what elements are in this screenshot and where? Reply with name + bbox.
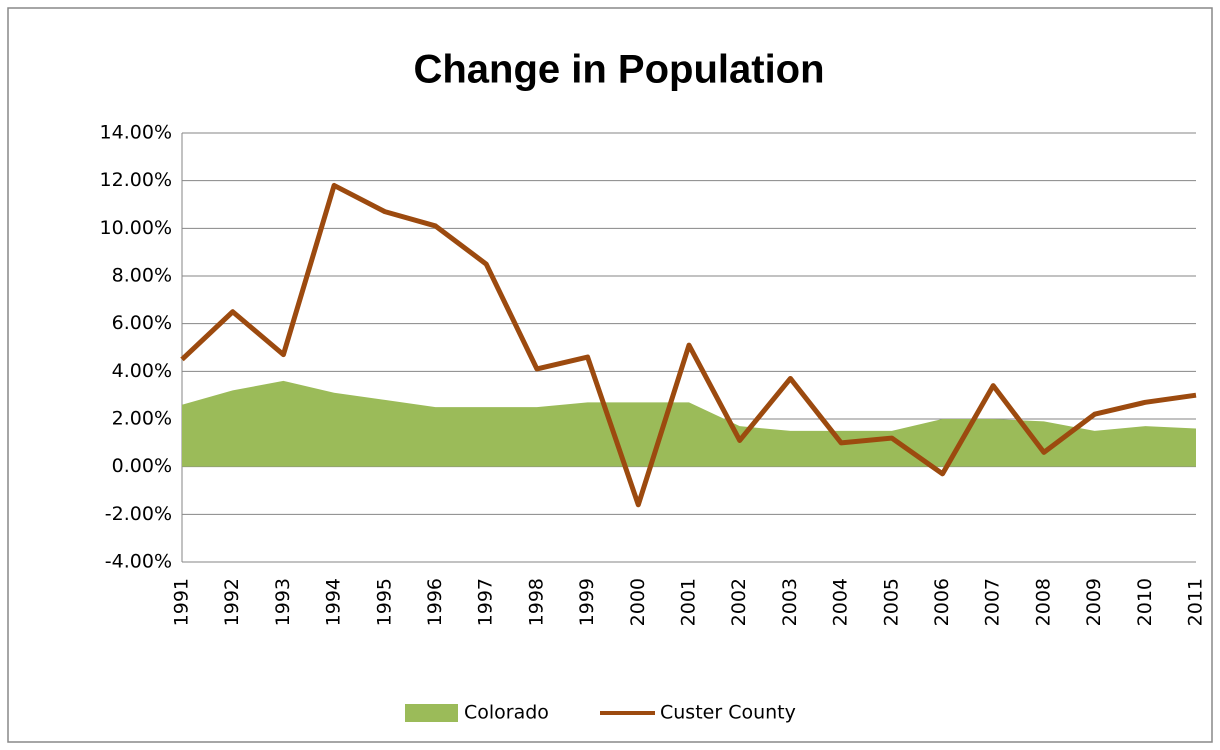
x-tick-label: 1996: [424, 578, 446, 626]
y-tick-label: 12.00%: [100, 169, 172, 191]
x-tick-label: 2003: [779, 578, 801, 626]
y-tick-label: -4.00%: [105, 551, 172, 573]
x-tick-label: 2007: [982, 578, 1004, 626]
x-tick-label: 2008: [1032, 578, 1054, 626]
y-tick-label: 0.00%: [112, 455, 172, 477]
y-tick-label: 14.00%: [100, 122, 172, 144]
chart-border: [7, 7, 1213, 743]
y-tick-label: 4.00%: [112, 360, 172, 382]
x-tick-label: 2011: [1185, 578, 1207, 626]
x-tick-label: 1999: [576, 578, 598, 626]
x-tick-label: 1998: [525, 578, 547, 626]
x-tick-label: 2000: [627, 578, 649, 626]
x-tick-label: 1993: [272, 578, 294, 626]
x-tick-label: 1995: [373, 578, 395, 626]
area: [182, 380, 1196, 467]
x-tick-label: 2001: [678, 578, 700, 626]
x-tick-label: 2006: [931, 578, 953, 626]
chart-title: Change in Population: [413, 48, 824, 92]
x-tick-label: 2005: [880, 578, 902, 626]
x-tick-label: 2002: [728, 578, 750, 626]
y-tick-label: 6.00%: [112, 312, 172, 334]
x-tick-label: 2009: [1083, 578, 1105, 626]
x-tick-label: 1992: [221, 578, 243, 626]
y-tick-label: -2.00%: [105, 503, 172, 525]
x-tick-label: 2004: [830, 578, 852, 626]
x-tick-label: 1997: [475, 578, 497, 626]
x-tick-label: 2010: [1134, 578, 1156, 626]
legend-swatch: [405, 704, 458, 722]
y-tick-label: 10.00%: [100, 217, 172, 239]
legend-label: Colorado: [464, 702, 549, 724]
x-tick-label: 1994: [323, 578, 345, 626]
x-tick-label: 1991: [171, 578, 193, 626]
legend-label: Custer County: [660, 702, 796, 724]
line: [180, 182, 1197, 508]
y-tick-label: 2.00%: [112, 408, 172, 430]
y-tick-label: 8.00%: [112, 265, 172, 287]
